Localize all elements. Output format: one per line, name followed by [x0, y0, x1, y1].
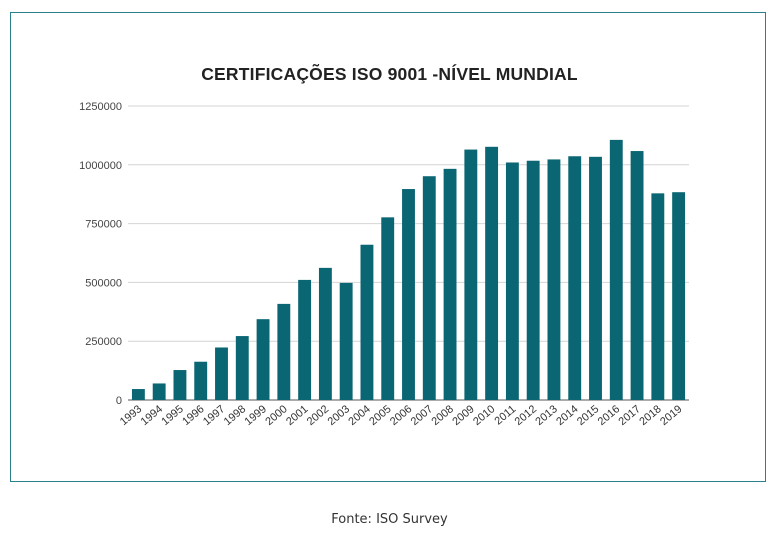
- bar-2000: [277, 303, 291, 400]
- y-tick-label: 1000000: [79, 160, 122, 172]
- x-tick-label: 1996: [180, 403, 206, 428]
- y-tick-label: 750000: [85, 219, 122, 231]
- x-tick-label: 2017: [617, 403, 643, 428]
- bar-1993: [131, 389, 145, 400]
- x-tick-label: 1999: [243, 403, 269, 428]
- x-tick-label: 2010: [471, 403, 497, 428]
- x-tick-label: 2008: [430, 403, 456, 428]
- bar-2014: [568, 156, 582, 400]
- y-tick-label: 0: [116, 395, 122, 407]
- source-caption: Fonte: ISO Survey: [331, 512, 448, 527]
- x-tick-label: 1995: [159, 403, 185, 428]
- x-tick-label: 1997: [201, 403, 227, 428]
- x-tick-label: 2018: [637, 403, 663, 428]
- bar-2003: [339, 282, 353, 400]
- bar-2013: [547, 159, 561, 400]
- x-tick-label: 2014: [554, 403, 580, 428]
- bar-2012: [526, 160, 540, 400]
- bars: [131, 139, 686, 401]
- bar-2018: [651, 193, 665, 400]
- bar-2002: [318, 267, 332, 400]
- x-tick-label: 2006: [388, 403, 414, 428]
- x-tick-label: 2007: [409, 403, 435, 428]
- x-tick-label: 2001: [284, 403, 310, 428]
- y-axis-tick-labels: 0 250000 500000 750000 1000000 1250000: [79, 101, 122, 407]
- bar-2004: [360, 244, 374, 400]
- x-tick-label: 2003: [326, 403, 352, 428]
- bar-2016: [609, 139, 623, 401]
- bar-2005: [381, 217, 395, 400]
- x-tick-label: 2005: [367, 403, 393, 428]
- bar-2009: [464, 149, 478, 400]
- bar-1995: [173, 370, 187, 400]
- bar-1996: [194, 361, 208, 400]
- bar-2007: [422, 176, 436, 400]
- bar-1998: [235, 336, 249, 400]
- x-tick-label: 2013: [533, 403, 559, 428]
- bar-1999: [256, 319, 270, 400]
- bar-2006: [402, 189, 415, 400]
- x-tick-label: 2004: [346, 403, 372, 428]
- y-tick-label: 250000: [85, 336, 122, 348]
- bar-2011: [505, 162, 519, 400]
- x-tick-label: 2015: [575, 403, 601, 428]
- x-tick-label: 2002: [305, 403, 331, 428]
- bar-2008: [443, 168, 457, 400]
- bar-1994: [152, 383, 166, 400]
- bar-2017: [630, 151, 644, 400]
- x-tick-label: 2000: [263, 403, 289, 428]
- x-tick-label: 2016: [596, 403, 622, 428]
- bar-2001: [298, 279, 312, 400]
- chart-title: CERTIFICAÇÕES ISO 9001 -NÍVEL MUNDIAL: [201, 64, 578, 84]
- bar-1997: [215, 347, 228, 400]
- bar-2019: [672, 192, 686, 400]
- y-tick-label: 1250000: [79, 101, 122, 113]
- x-tick-label: 2009: [450, 403, 476, 428]
- x-tick-label: 1998: [222, 403, 248, 428]
- x-tick-label: 2019: [658, 403, 684, 428]
- bar-2010: [485, 146, 499, 400]
- x-axis-tick-labels: 1993199419951996199719981999200020012002…: [118, 403, 685, 428]
- x-tick-label: 2011: [492, 403, 518, 427]
- bar-2015: [589, 156, 602, 400]
- x-tick-label: 1994: [139, 403, 165, 428]
- y-tick-label: 500000: [85, 277, 122, 289]
- x-tick-label: 2012: [513, 403, 539, 428]
